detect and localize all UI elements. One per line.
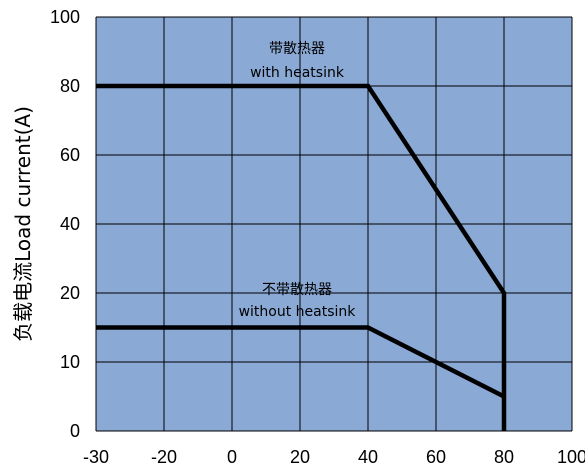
x-tick-label: -20 [151,447,177,467]
x-tick-label: -30 [83,447,109,467]
series-with-heatsink-line [96,83,507,431]
y-tick-label: 20 [60,283,80,303]
y-tick-label: 80 [60,76,80,96]
x-axis-ticks: -30 -20 0 20 40 60 80 100 [83,447,585,467]
y-tick-label: 40 [60,214,80,234]
x-tick-label: 80 [494,447,514,467]
x-tick-label: 60 [426,447,446,467]
y-axis-label: 负载电流Load current(A) [11,106,35,342]
y-tick-label: 0 [70,421,80,441]
y-tick-label: 100 [50,7,80,27]
annotation-without-heatsink-en: without heatsink [239,304,357,320]
x-tick-label: 40 [358,447,378,467]
y-tick-label: 10 [60,352,80,372]
x-tick-label: 20 [290,447,310,467]
annotation-without-heatsink-cn: 不带散热器 [262,282,332,298]
annotation-with-heatsink-en: with heatsink [250,65,345,81]
y-tick-label: 60 [60,145,80,165]
series-lines [96,83,507,431]
x-tick-label: 100 [557,447,585,467]
x-tick-label: 0 [227,447,237,467]
series-without-heatsink-line [96,325,506,399]
annotation-with-heatsink-cn: 带散热器 [269,41,325,57]
